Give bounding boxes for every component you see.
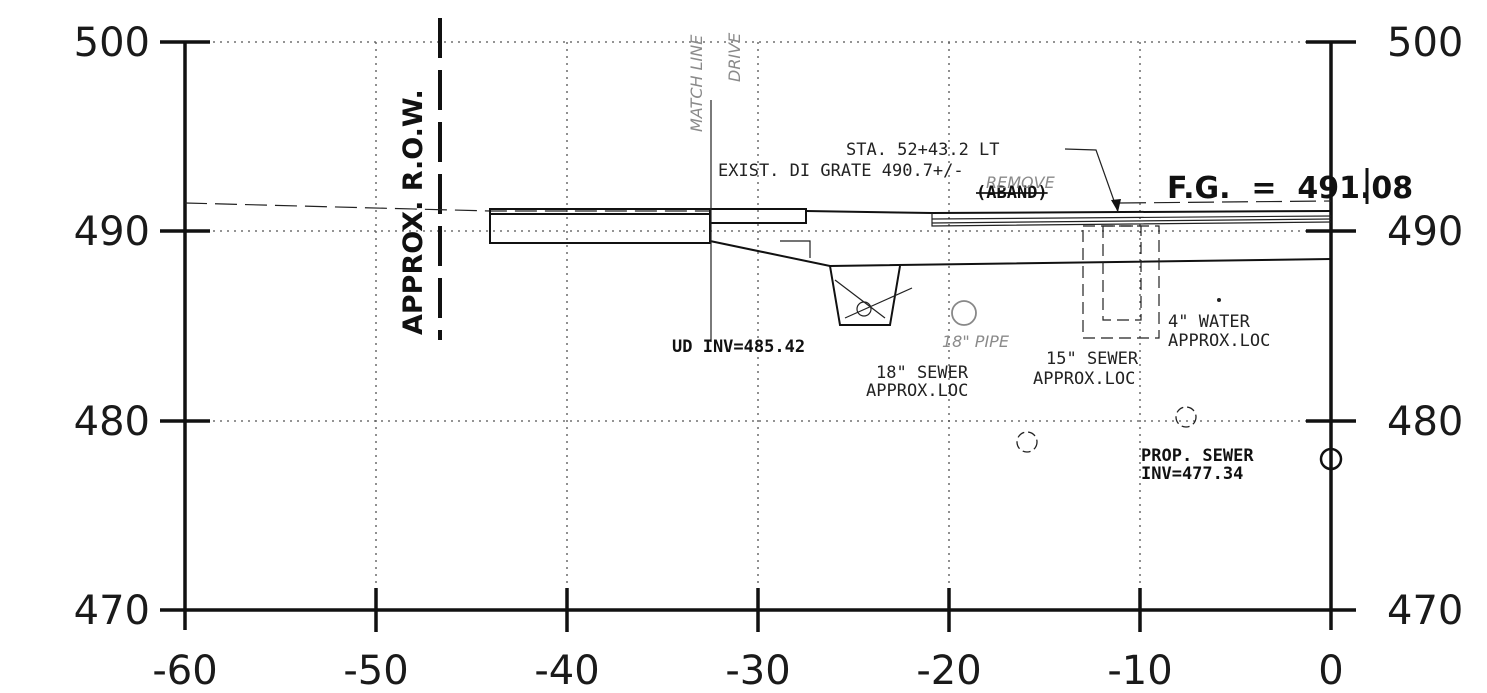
remove-handwritten: REMOVE xyxy=(986,173,1056,192)
x-label-minus-30: -30 xyxy=(725,648,790,693)
x-label-minus-10: -10 xyxy=(1107,648,1172,693)
underdrain-trench xyxy=(829,265,913,326)
vertical-grid-lines xyxy=(375,42,1141,610)
axis-frame xyxy=(160,40,1356,632)
station-leader-arrow xyxy=(1111,199,1121,212)
x-label-minus-50: -50 xyxy=(343,648,408,693)
right-y-label-480: 480 xyxy=(1387,399,1463,445)
existing-ground-dashed-right xyxy=(1119,200,1332,204)
prop-sewer-label-2: INV=477.34 xyxy=(1141,464,1243,484)
sewer-18-label-1: 18" SEWER xyxy=(876,363,969,383)
horizontal-grid-lines xyxy=(185,41,1331,422)
water-label-1: 4" WATER xyxy=(1168,312,1251,332)
right-y-label-490: 490 xyxy=(1387,209,1463,255)
utility-boxes xyxy=(1082,225,1160,339)
pipe-18-handwritten: 18" PIPE xyxy=(942,332,1010,351)
right-of-way-label: APPROX. R.O.W. xyxy=(398,89,429,335)
drive-handwritten: DRIVE xyxy=(725,32,744,82)
left-y-label-470: 470 xyxy=(74,588,150,634)
station-label: STA. 52+43.2 LT xyxy=(846,140,1000,160)
x-label-0: 0 xyxy=(1318,648,1343,693)
aband-label: (ABAND) xyxy=(976,183,1048,203)
prop-sewer-label-1: PROP. SEWER xyxy=(1141,446,1254,466)
sewer-15-label-2: APPROX.LOC xyxy=(1033,369,1135,389)
right-y-label-470: 470 xyxy=(1387,588,1463,634)
exist-grate-label: EXIST. DI GRATE 490.7+/- xyxy=(718,161,964,181)
water-label-2: APPROX.LOC xyxy=(1168,331,1270,351)
left-y-label-490: 490 xyxy=(74,209,150,255)
x-label-minus-20: -20 xyxy=(916,648,981,693)
proposed-sewer-circle xyxy=(1319,447,1343,471)
sewer-circle-2 xyxy=(1175,406,1197,428)
ud-inv-label: UD INV=485.42 xyxy=(672,337,805,357)
sewer-15-label-1: 15" SEWER xyxy=(1046,349,1139,369)
left-y-label-500: 500 xyxy=(74,20,150,66)
match-line-handwritten: MATCH LINE xyxy=(687,34,706,132)
proposed-pavement-section xyxy=(489,208,1332,268)
left-y-label-480: 480 xyxy=(74,399,150,445)
water-line-dot xyxy=(1217,298,1221,302)
finish-grade-label: F.G. = 491.08 xyxy=(1167,171,1413,206)
x-label-minus-60: -60 xyxy=(152,648,217,693)
sewer-circle-1 xyxy=(1016,431,1038,453)
pipe-18-circle xyxy=(951,300,977,326)
x-label-minus-40: -40 xyxy=(534,648,599,693)
station-leader xyxy=(1064,148,1119,213)
right-y-label-500: 500 xyxy=(1387,20,1463,66)
sewer-18-label-2: APPROX.LOC xyxy=(866,381,968,401)
